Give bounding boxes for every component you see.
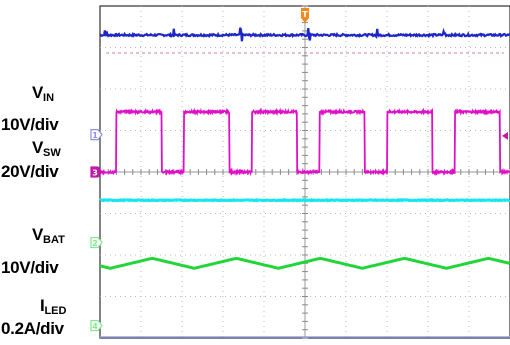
iled-trace xyxy=(99,256,510,270)
vin-label-main: V xyxy=(32,83,44,102)
vsw-label-main: V xyxy=(32,138,44,157)
vbat-scale-label: 10V/div xyxy=(1,258,59,277)
trigger-marker-label: T xyxy=(302,10,308,19)
vsw-label: VSW xyxy=(32,139,61,159)
ch3-ground-marker-label: 3 xyxy=(92,169,98,178)
ch1-ground-marker xyxy=(90,129,103,141)
ch2-ground-marker xyxy=(90,236,103,249)
ch1-ground-marker-label: 1 xyxy=(92,131,98,140)
vsw-trace xyxy=(99,107,510,177)
vbat-label-sub: BAT xyxy=(43,234,65,246)
traces xyxy=(99,27,510,270)
ch3-right-marker xyxy=(502,131,508,140)
vin-trace xyxy=(99,27,510,42)
iled-label: ILED xyxy=(40,297,66,317)
trigger-marker xyxy=(301,8,309,23)
vsw-label-sub: SW xyxy=(43,147,61,159)
ch3-ground-marker xyxy=(90,166,103,178)
ch4-ground-marker-label: 4 xyxy=(92,322,98,331)
markers: 1 3 2 4 T xyxy=(90,8,510,338)
iled-label-main: I xyxy=(40,296,45,315)
ch4-ground-marker xyxy=(90,319,103,332)
vin-scale-label: 10V/div xyxy=(1,115,59,134)
vin-label-sub: IN xyxy=(43,92,55,104)
vsw-scale-label: 20V/div xyxy=(1,162,59,181)
iled-scale-label: 0.2A/div xyxy=(1,319,64,338)
ch2-ground-marker-label: 2 xyxy=(92,239,98,248)
vbat-label: VBAT xyxy=(32,226,65,246)
iled-label-sub: LED xyxy=(44,305,67,317)
vin-label: VIN xyxy=(32,84,54,104)
vbat-trace xyxy=(99,197,510,203)
vbat-label-main: V xyxy=(32,225,44,244)
